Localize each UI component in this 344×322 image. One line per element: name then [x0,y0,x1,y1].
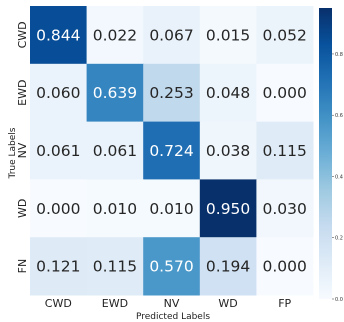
heatmap-cell [199,237,257,296]
cell-value-label: 0.010 [93,200,137,218]
y-tick-labels: CWD EWD NV WD FN [16,21,29,273]
cell-value-label: 0.067 [149,26,193,44]
heatmap-cell [256,121,314,180]
heatmap-cell [30,63,88,123]
cell-value-label: 0.115 [263,142,307,160]
heatmap-cell [256,63,314,123]
cell-value-label: 0.052 [263,26,307,44]
cell-value-label: 0.121 [36,258,80,276]
cell-value-label: 0.639 [93,84,137,102]
heatmap-cell [86,6,144,65]
colorbar-tick-label: 0.8 [335,52,343,58]
cell-value-label: 0.000 [263,84,307,102]
cell-value-label: 0.061 [36,142,80,160]
heatmap-cell [199,179,257,238]
heatmap-cell [143,121,201,180]
cell-value-label: 0.010 [149,200,193,218]
heatmap-cell [143,63,201,123]
heatmap-cell [86,237,144,296]
cell-value-label: 0.844 [36,26,80,44]
y-tick-label: NV [16,142,29,158]
heatmap-cell [256,237,314,296]
heatmap-cell [256,179,314,238]
x-tick-label: NV [164,297,180,310]
y-tick-label: EWD [16,80,29,106]
cell-value-label: 0.194 [206,258,250,276]
heatmap-cell [30,121,88,180]
cell-value-label: 0.000 [263,258,307,276]
heatmap-cell [86,179,144,238]
cell-value-label: 0.115 [93,258,137,276]
y-tick-label: CWD [16,21,29,48]
colorbar [319,8,332,299]
cell-value-label: 0.950 [206,200,250,218]
cell-value-label: 0.030 [263,200,307,218]
y-tick-label: FN [16,259,29,274]
heatmap-cell [199,121,257,180]
cell-value-label: 0.570 [149,258,193,276]
cell-value-label: 0.048 [206,84,250,102]
cell-value-label: 0.724 [149,142,193,160]
cell-value-label: 0.022 [93,26,137,44]
colorbar-tick-label: 0.4 [335,174,343,180]
colorbar-tick-label: 0.2 [335,236,343,242]
heatmap-cell [143,237,201,296]
heatmap-cells: 0.844 0.022 0.067 0.015 0.052 0.060 0.639 0.253… [30,6,314,296]
heatmap-cell [256,6,314,65]
x-tick-label: FP [278,297,291,310]
heatmap-cell [199,6,257,65]
heatmap-cell [199,63,257,123]
cell-value-label: 0.061 [93,142,137,160]
x-tick-label: WD [218,297,237,310]
colorbar-tick-label: 0.6 [335,113,343,119]
heatmap-cell [86,121,144,180]
heatmap-cell [86,63,144,123]
x-axis-title: Predicted Labels [136,312,210,322]
colorbar-tick-label: 0.0 [335,297,343,303]
heatmap-cell [143,6,201,65]
cell-value-label: 0.253 [149,84,193,102]
heatmap-cell [30,6,88,65]
colorbar-ticks: 0.0 0.2 0.4 0.6 0.8 [332,52,343,303]
heatmap-cell [30,237,88,296]
x-tick-label: EWD [102,297,128,310]
x-tick-labels: CWD EWD NV WD FP [45,297,292,310]
cell-value-label: 0.015 [206,26,250,44]
cell-value-label: 0.060 [36,84,80,102]
x-tick-label: CWD [45,297,72,310]
y-axis-title: True Labels [8,127,18,179]
cell-value-label: 0.038 [206,142,250,160]
heatmap-cell [143,179,201,238]
y-tick-label: WD [16,199,29,218]
heatmap-cell [30,179,88,238]
cell-value-label: 0.000 [36,200,80,218]
